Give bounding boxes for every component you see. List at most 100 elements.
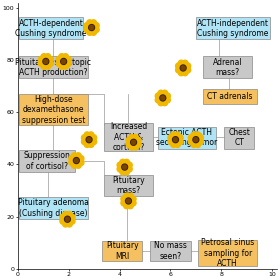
Text: Suppression
of cortisol?: Suppression of cortisol?	[24, 151, 71, 171]
Circle shape	[196, 138, 197, 139]
Circle shape	[191, 132, 197, 138]
FancyBboxPatch shape	[19, 94, 88, 125]
Circle shape	[129, 134, 135, 141]
Text: Adrenal
mass?: Adrenal mass?	[213, 58, 242, 77]
FancyBboxPatch shape	[104, 175, 153, 196]
Circle shape	[77, 161, 78, 162]
Circle shape	[182, 69, 183, 70]
Circle shape	[78, 156, 84, 162]
Circle shape	[56, 57, 62, 62]
Circle shape	[135, 142, 136, 143]
Circle shape	[46, 62, 47, 63]
Circle shape	[84, 141, 90, 148]
Circle shape	[44, 60, 45, 61]
Circle shape	[59, 54, 65, 60]
Circle shape	[91, 20, 96, 26]
Circle shape	[93, 27, 94, 28]
Circle shape	[88, 140, 89, 141]
Circle shape	[188, 135, 194, 141]
Circle shape	[177, 139, 183, 145]
Circle shape	[62, 60, 63, 61]
Circle shape	[185, 67, 191, 73]
Circle shape	[69, 156, 74, 162]
Circle shape	[45, 59, 46, 60]
Circle shape	[123, 166, 124, 167]
Circle shape	[68, 220, 69, 221]
Circle shape	[63, 211, 68, 217]
Circle shape	[74, 161, 75, 162]
Circle shape	[71, 162, 77, 168]
Circle shape	[62, 62, 63, 63]
Circle shape	[69, 214, 75, 220]
FancyBboxPatch shape	[204, 89, 257, 104]
Circle shape	[48, 60, 53, 66]
Circle shape	[77, 160, 78, 161]
Circle shape	[181, 68, 182, 69]
Circle shape	[171, 132, 176, 138]
Circle shape	[66, 57, 71, 62]
Circle shape	[65, 61, 66, 62]
Circle shape	[124, 166, 125, 167]
Circle shape	[121, 196, 127, 202]
Circle shape	[161, 97, 162, 98]
Circle shape	[195, 132, 201, 138]
Circle shape	[180, 65, 186, 71]
Circle shape	[90, 139, 91, 140]
Circle shape	[84, 27, 90, 32]
Circle shape	[126, 166, 132, 172]
Circle shape	[127, 193, 133, 199]
Circle shape	[43, 59, 49, 64]
Circle shape	[197, 139, 198, 140]
Circle shape	[162, 97, 163, 98]
Circle shape	[60, 214, 66, 220]
Text: Increased
ACTH &
cortisol?: Increased ACTH & cortisol?	[110, 122, 147, 152]
Circle shape	[127, 203, 133, 209]
Circle shape	[89, 139, 90, 140]
Circle shape	[122, 164, 128, 170]
Circle shape	[64, 61, 65, 62]
Circle shape	[174, 140, 175, 141]
Circle shape	[81, 139, 87, 145]
Circle shape	[90, 28, 91, 29]
Circle shape	[88, 132, 94, 138]
Circle shape	[175, 140, 176, 141]
Circle shape	[163, 99, 164, 100]
Circle shape	[75, 162, 81, 168]
Circle shape	[73, 158, 79, 164]
Circle shape	[130, 196, 136, 202]
Circle shape	[181, 67, 182, 68]
Circle shape	[176, 140, 177, 141]
FancyBboxPatch shape	[150, 241, 191, 261]
Circle shape	[184, 66, 185, 67]
Circle shape	[128, 199, 129, 200]
Circle shape	[194, 140, 195, 141]
Circle shape	[198, 135, 203, 141]
Circle shape	[60, 218, 66, 224]
Circle shape	[44, 62, 45, 63]
Circle shape	[182, 70, 188, 76]
FancyBboxPatch shape	[224, 127, 254, 149]
Circle shape	[172, 137, 178, 143]
Circle shape	[69, 218, 75, 224]
Circle shape	[135, 141, 141, 147]
Circle shape	[63, 221, 68, 227]
Circle shape	[165, 97, 170, 103]
Circle shape	[129, 144, 135, 150]
Circle shape	[90, 26, 91, 27]
Text: Pituitary adenoma
(Cushing disease): Pituitary adenoma (Cushing disease)	[18, 199, 89, 218]
Circle shape	[162, 99, 163, 100]
FancyBboxPatch shape	[199, 240, 257, 266]
Circle shape	[92, 26, 93, 27]
Circle shape	[176, 63, 181, 69]
Circle shape	[45, 63, 51, 69]
Circle shape	[41, 54, 47, 60]
Circle shape	[162, 100, 168, 106]
Circle shape	[198, 139, 203, 145]
Circle shape	[76, 160, 77, 161]
Circle shape	[123, 167, 124, 168]
Text: Chest
CT: Chest CT	[228, 128, 250, 147]
Circle shape	[126, 141, 132, 147]
Circle shape	[61, 59, 67, 64]
Circle shape	[178, 60, 184, 66]
Circle shape	[45, 60, 46, 61]
